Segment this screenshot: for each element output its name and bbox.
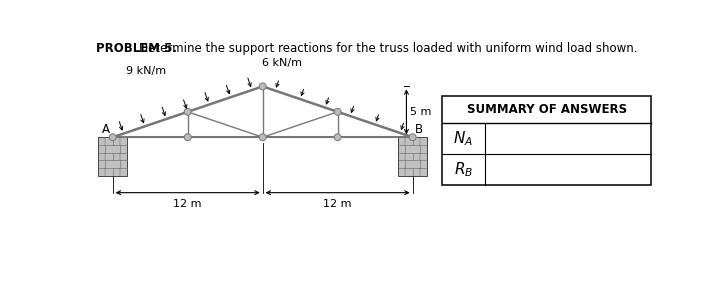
Bar: [442, 96, 652, 185]
Text: 5 m: 5 m: [410, 107, 431, 117]
Text: $N_A$: $N_A$: [454, 129, 473, 148]
Circle shape: [184, 108, 191, 115]
Circle shape: [334, 108, 341, 115]
Text: SUMMARY OF ANSWERS: SUMMARY OF ANSWERS: [467, 103, 627, 116]
Bar: [398, 137, 427, 176]
Text: 6 kN/m: 6 kN/m: [261, 58, 301, 68]
Circle shape: [184, 134, 191, 141]
Text: 12 m: 12 m: [173, 199, 202, 209]
Text: A: A: [103, 123, 111, 136]
Text: B: B: [415, 123, 423, 136]
Text: 12 m: 12 m: [323, 199, 352, 209]
Circle shape: [259, 134, 266, 141]
Circle shape: [259, 83, 266, 90]
Text: 9 kN/m: 9 kN/m: [126, 66, 166, 76]
Text: Determine the support reactions for the truss loaded with uniform wind load show: Determine the support reactions for the …: [139, 42, 638, 55]
Text: PROBLEM 5.: PROBLEM 5.: [96, 42, 178, 55]
Circle shape: [334, 134, 341, 141]
Circle shape: [409, 134, 416, 141]
Circle shape: [109, 134, 116, 141]
Text: $R_B$: $R_B$: [454, 160, 473, 179]
Bar: [98, 137, 127, 176]
